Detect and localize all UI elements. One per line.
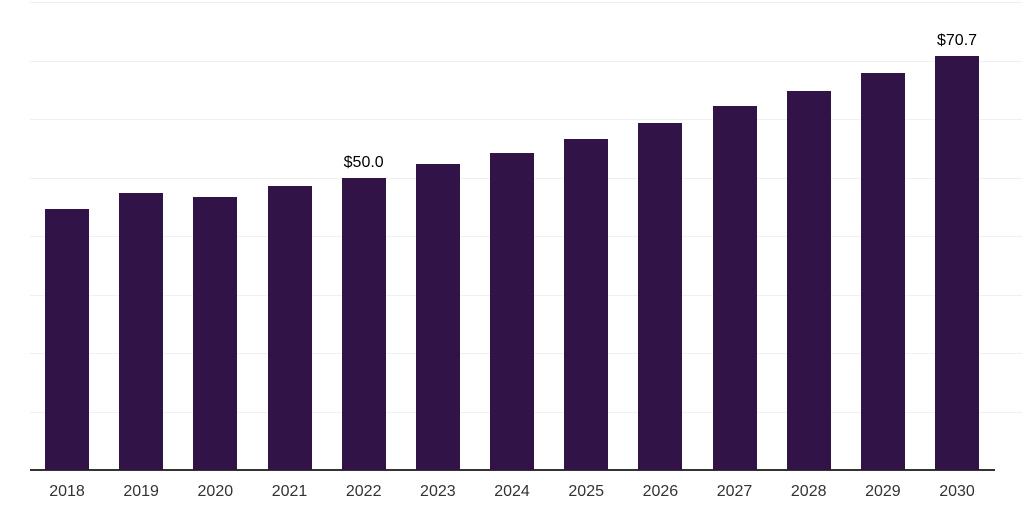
bar-2024	[490, 152, 535, 470]
x-tick-label-2018: 2018	[49, 483, 85, 500]
x-tick-label-2022: 2022	[345, 483, 382, 500]
gridline-60	[30, 119, 1022, 120]
bar-2030	[935, 56, 980, 470]
bar-2026	[638, 122, 683, 470]
bar-2019	[119, 193, 164, 470]
bar-2022	[341, 177, 386, 470]
data-label-2030: $70.7	[937, 32, 978, 50]
bar-2023	[415, 164, 460, 470]
bar-2025	[564, 138, 609, 470]
x-tick-label-2020: 2020	[197, 483, 234, 500]
x-axis-line	[30, 469, 995, 471]
x-axis-labels: 2018 2019 2020 2021 2022 2023 2024 2025 2026 2027…	[30, 482, 1022, 506]
bar-2020	[193, 197, 238, 470]
bar-2018	[45, 208, 89, 470]
x-tick-label-2030: 2030	[939, 483, 975, 500]
x-tick-label-2025: 2025	[568, 483, 604, 500]
bar-2028	[786, 90, 831, 470]
x-tick-label-2021: 2021	[271, 483, 308, 500]
x-tick-label-2023: 2023	[420, 483, 456, 500]
gridline-80	[30, 2, 1022, 3]
x-tick-label-2026: 2026	[642, 483, 679, 500]
bar-2027	[712, 105, 757, 470]
gridline-70	[30, 60, 1022, 62]
data-label-2022: $50.0	[343, 153, 384, 171]
x-tick-label-2027: 2027	[716, 483, 753, 500]
x-tick-label-2029: 2029	[865, 483, 901, 500]
bar-2029	[860, 72, 905, 470]
x-tick-label-2019: 2019	[123, 483, 159, 500]
x-tick-label-2028: 2028	[790, 483, 827, 500]
x-tick-label-2024: 2024	[494, 483, 530, 500]
plot-area: $50.0 $70.7	[30, 0, 1022, 471]
bar-2021	[267, 185, 312, 470]
